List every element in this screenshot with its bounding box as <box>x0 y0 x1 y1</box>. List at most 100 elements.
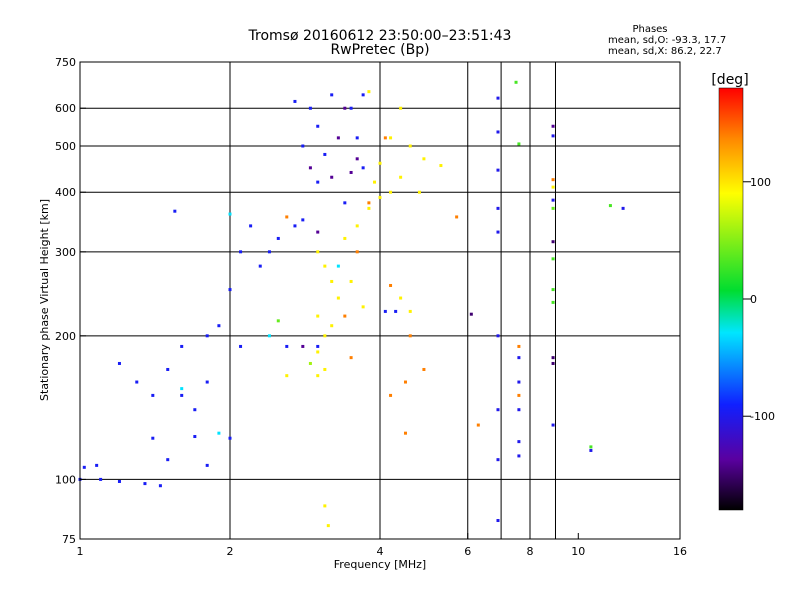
data-point <box>228 436 232 440</box>
data-point <box>496 96 500 100</box>
data-point <box>323 367 327 371</box>
data-point <box>330 279 334 283</box>
data-point <box>158 484 162 488</box>
data-point <box>383 309 387 313</box>
data-point <box>349 356 353 360</box>
data-point <box>285 344 289 348</box>
data-point <box>551 134 555 138</box>
data-point <box>135 380 139 384</box>
data-point <box>361 305 365 309</box>
data-point <box>551 361 555 365</box>
data-point <box>403 380 407 384</box>
data-point <box>408 334 412 338</box>
data-point <box>496 408 500 412</box>
data-point <box>316 230 320 234</box>
x-axis: 1 2 4 6 8 10 16 <box>77 533 687 558</box>
data-point <box>389 136 393 140</box>
data-point <box>422 157 426 161</box>
data-point <box>355 157 359 161</box>
data-point <box>217 431 221 435</box>
stats-o-line: mean, sd,O: -93.3, 17.7 <box>608 35 726 46</box>
data-point <box>551 423 555 427</box>
x-tick-label: 16 <box>673 545 687 558</box>
data-point <box>496 206 500 210</box>
data-point <box>330 93 334 97</box>
data-point <box>151 436 155 440</box>
data-point <box>301 344 305 348</box>
data-point <box>383 136 387 140</box>
data-point <box>326 524 330 528</box>
y-tick-label: 600 <box>55 102 76 115</box>
data-point <box>551 288 555 292</box>
data-point <box>589 448 593 452</box>
colorbar-label: [deg] <box>711 72 748 88</box>
data-point <box>378 195 382 199</box>
y-tick-label: 100 <box>55 473 76 486</box>
data-point <box>323 334 327 338</box>
data-point <box>166 458 170 462</box>
data-point <box>267 250 271 254</box>
data-point <box>316 350 320 354</box>
data-point <box>180 393 184 397</box>
data-point <box>355 250 359 254</box>
data-point <box>517 454 521 458</box>
data-point <box>308 106 312 110</box>
data-point <box>316 344 320 348</box>
data-point <box>496 519 500 523</box>
data-point <box>249 224 253 228</box>
data-point <box>551 185 555 189</box>
data-point <box>514 80 518 84</box>
data-point <box>293 99 297 103</box>
data-point <box>336 296 340 300</box>
data-point <box>469 312 473 316</box>
data-point <box>239 250 243 254</box>
data-point <box>293 224 297 228</box>
data-point <box>517 440 521 444</box>
data-point <box>99 477 103 481</box>
data-point <box>343 236 347 240</box>
data-point <box>361 93 365 97</box>
data-point <box>551 178 555 182</box>
y-tick-label: 200 <box>55 330 76 343</box>
data-point <box>267 334 271 338</box>
x-tick-label: 4 <box>377 545 384 558</box>
data-point <box>285 215 289 219</box>
data-point <box>323 152 327 156</box>
data-point <box>551 124 555 128</box>
data-point <box>276 319 280 323</box>
data-point <box>551 198 555 202</box>
data-point <box>316 124 320 128</box>
data-point <box>608 204 612 208</box>
data-point <box>367 206 371 210</box>
data-point <box>308 361 312 365</box>
data-point <box>496 458 500 462</box>
data-point <box>517 380 521 384</box>
data-point <box>217 324 221 328</box>
data-point <box>455 215 459 219</box>
data-point <box>551 257 555 261</box>
stats-heading: Phases <box>632 24 667 35</box>
data-point <box>180 344 184 348</box>
chart-title: Tromsø 20160612 23:50:00–23:51:43 <box>248 28 512 44</box>
y-axis-label: Stationary phase Virtual Height [km] <box>38 199 51 401</box>
data-point <box>316 314 320 318</box>
data-point <box>389 283 393 287</box>
data-point <box>551 300 555 304</box>
data-point <box>343 106 347 110</box>
data-point <box>151 393 155 397</box>
grid-lines <box>80 62 680 539</box>
data-point <box>95 463 99 467</box>
x-tick-label: 1 <box>77 545 84 558</box>
data-point <box>205 334 209 338</box>
data-point <box>316 250 320 254</box>
data-point <box>551 240 555 244</box>
data-point <box>228 288 232 292</box>
data-point <box>361 166 365 170</box>
data-point <box>517 356 521 360</box>
colorbar-tick-label: 0 <box>750 293 757 306</box>
data-point <box>476 423 480 427</box>
data-point <box>228 212 232 216</box>
chart-subtitle: RwPretec (Bp) <box>330 42 429 58</box>
data-point <box>239 344 243 348</box>
